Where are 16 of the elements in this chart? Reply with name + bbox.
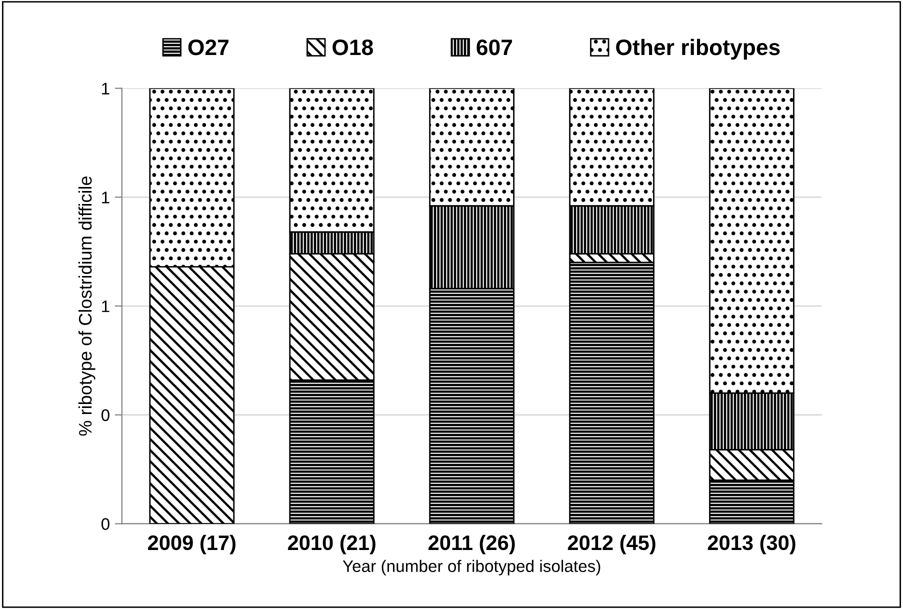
x-axis-title: Year (number of ribotyped isolates) xyxy=(342,560,600,576)
legend-label: O27 xyxy=(188,39,228,56)
x-tick-label: 2010 (21) xyxy=(288,534,376,554)
x-tick-label: 2013 (30) xyxy=(708,534,796,554)
y-axis-title: % ribotype of Clostridium difficile xyxy=(78,176,96,436)
legend-label: O18 xyxy=(332,39,373,56)
y-tick-label: 1 xyxy=(102,82,110,94)
x-tick-label: 2011 (26) xyxy=(428,534,515,554)
legend-label: Other ribotypes xyxy=(616,38,780,60)
legend-label: 607 xyxy=(476,39,512,56)
x-tick-label: 2009 (17) xyxy=(148,534,236,554)
y-tick-label: 0 xyxy=(101,518,110,530)
y-tick-label: 0 xyxy=(101,409,110,422)
y-tick-label: 1 xyxy=(102,192,110,204)
x-tick-label: 2012 (45) xyxy=(568,534,656,554)
y-tick-label: 1 xyxy=(102,300,110,312)
